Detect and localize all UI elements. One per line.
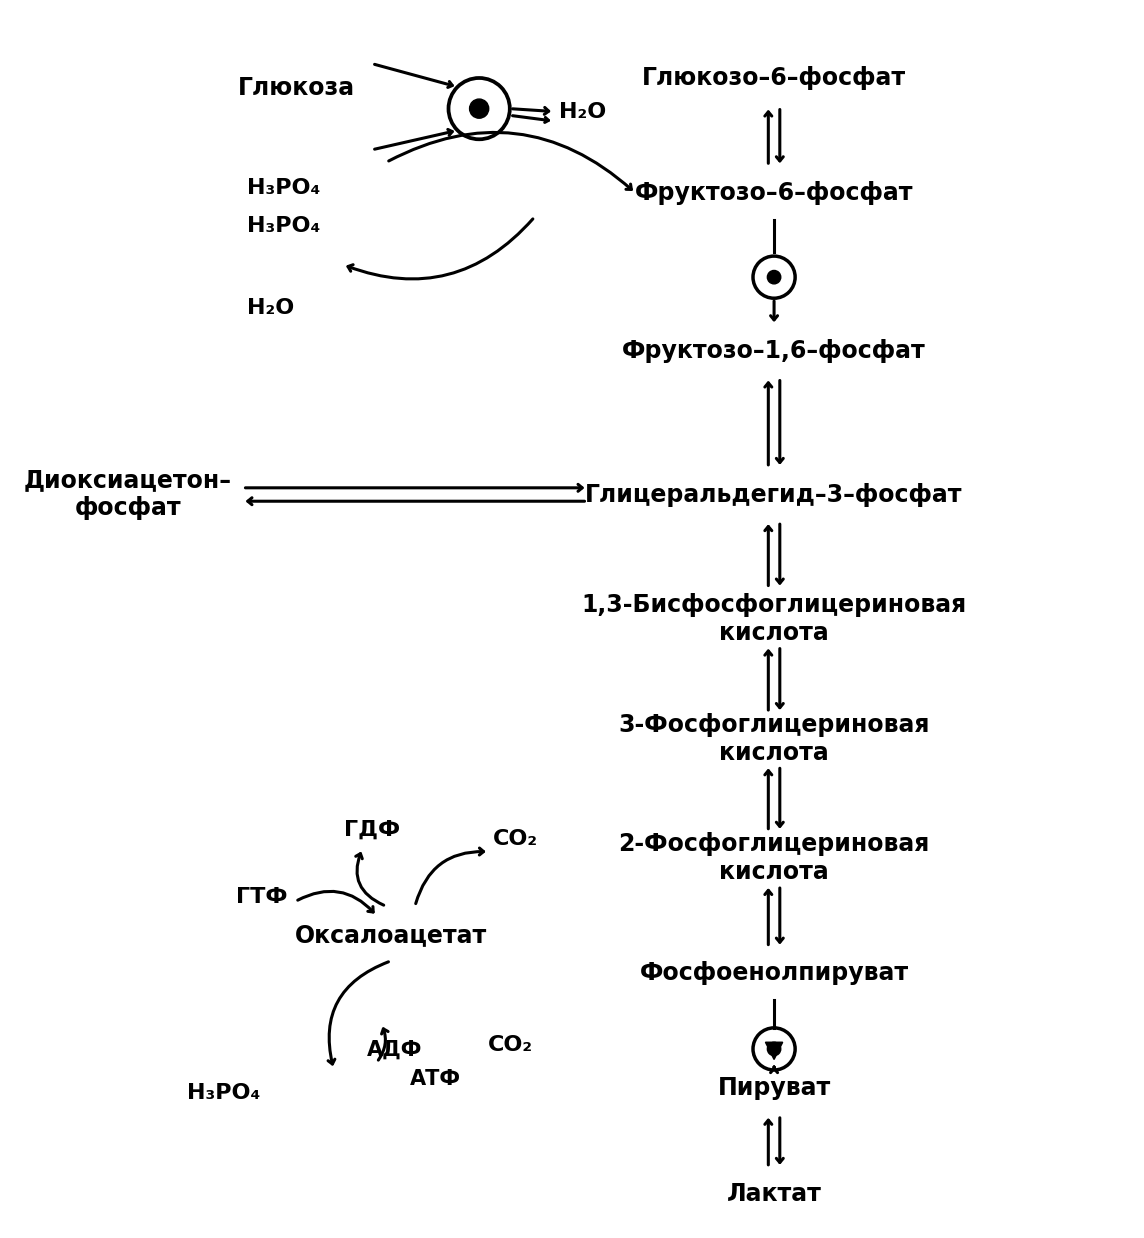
Text: ГДФ: ГДФ — [344, 820, 400, 839]
Text: H₃PO₄: H₃PO₄ — [186, 1083, 260, 1103]
Polygon shape — [765, 1042, 782, 1060]
Circle shape — [768, 270, 780, 284]
Text: АДФ: АДФ — [367, 1040, 422, 1060]
Text: Глюкоза: Глюкоза — [238, 76, 355, 99]
Text: CO₂: CO₂ — [488, 1035, 533, 1055]
Text: Лактат: Лактат — [726, 1181, 821, 1206]
Text: 2-Фосфоглицериновая
кислота: 2-Фосфоглицериновая кислота — [619, 832, 930, 884]
Text: Оксалоацетат: Оксалоацетат — [295, 924, 487, 947]
Text: H₂O: H₂O — [558, 102, 606, 121]
Text: 1,3-Бисфосфоглицериновая
кислота: 1,3-Бисфосфоглицериновая кислота — [581, 593, 967, 645]
Text: Глицеральдегид–3–фосфат: Глицеральдегид–3–фосфат — [586, 483, 963, 506]
Text: ГТФ: ГТФ — [236, 886, 287, 906]
Text: Фосфоенолпируват: Фосфоенолпируват — [639, 961, 908, 985]
Text: Фруктозо–1,6–фосфат: Фруктозо–1,6–фосфат — [622, 339, 925, 363]
Text: H₃PO₄: H₃PO₄ — [247, 178, 320, 198]
Text: Диоксиацетон–
фосфат: Диоксиацетон– фосфат — [24, 469, 232, 520]
Text: H₃PO₄: H₃PO₄ — [247, 217, 320, 236]
Circle shape — [768, 1042, 780, 1056]
Text: Глюкозо–6–фосфат: Глюкозо–6–фосфат — [642, 66, 906, 90]
Text: Фруктозо–6–фосфат: Фруктозо–6–фосфат — [635, 181, 913, 206]
Text: 3-Фосфоглицериновая
кислота: 3-Фосфоглицериновая кислота — [618, 713, 930, 765]
Text: H₂O: H₂O — [247, 298, 295, 318]
Circle shape — [469, 99, 488, 118]
Text: CO₂: CO₂ — [493, 829, 538, 849]
Text: АТФ: АТФ — [411, 1068, 461, 1088]
Text: Пируват: Пируват — [717, 1076, 831, 1101]
